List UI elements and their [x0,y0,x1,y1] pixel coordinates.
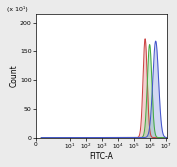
X-axis label: FITC-A: FITC-A [89,152,113,161]
Text: (x 10¹): (x 10¹) [7,6,28,12]
Y-axis label: Count: Count [9,64,18,87]
